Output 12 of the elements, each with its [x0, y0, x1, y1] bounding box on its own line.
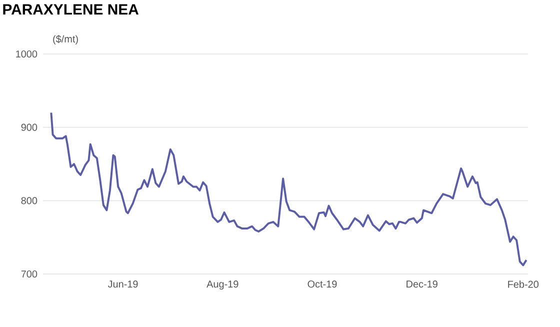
x-tick-label: Feb-20	[508, 280, 538, 288]
y-tick-label: 700	[21, 270, 38, 278]
x-tick-label: Aug-19	[206, 280, 238, 290]
line-series	[50, 112, 528, 266]
y-tick-label: 1000	[16, 50, 38, 58]
y-tick-label: 900	[21, 124, 38, 131]
x-tick-label: Dec-19	[406, 280, 438, 288]
chart-title: PARAXYLENE NEA	[3, 4, 139, 14]
x-tick-label: Oct-19	[308, 280, 337, 288]
y-tick-label: 800	[21, 197, 38, 204]
y-axis-title: ($/mt)	[53, 35, 78, 44]
x-tick-label: Jun-19	[108, 280, 138, 288]
